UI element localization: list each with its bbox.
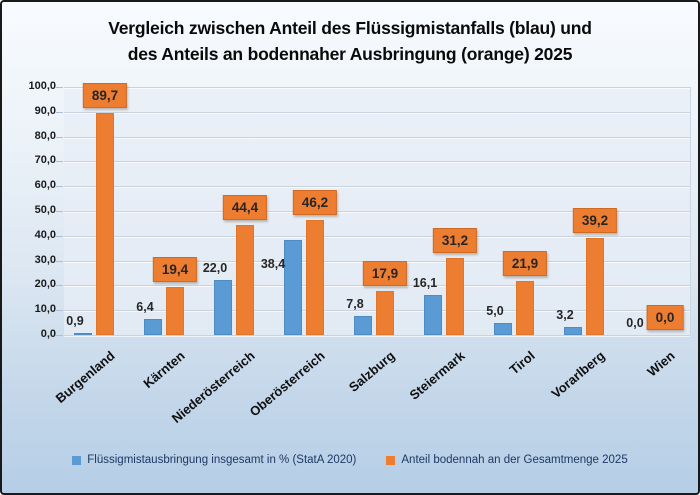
- y-axis-tick-label: 40,0: [34, 228, 56, 241]
- gridline: [64, 87, 690, 88]
- x-axis-category-label: Steiermark: [406, 348, 468, 403]
- blue-value-label: 7,8: [346, 296, 364, 311]
- y-axis-tick: [56, 335, 63, 336]
- blue-bar: [214, 280, 232, 335]
- gridline: [64, 235, 690, 237]
- orange-bar: [586, 237, 604, 335]
- orange-bar: [376, 290, 394, 335]
- orange-value-label: 31,2: [432, 227, 478, 253]
- gridline: [64, 211, 690, 212]
- blue-value-label: 6,4: [136, 300, 154, 315]
- gridline: [64, 136, 690, 138]
- orange-value-label: 46,2: [292, 190, 338, 216]
- legend-label-bodennah: Anteil bodennah an der Gesamtmenge 2025: [401, 454, 628, 466]
- y-axis-tick: [56, 186, 63, 188]
- y-axis-tick-label: 70,0: [34, 154, 56, 167]
- orange-value-label: 19,4: [152, 256, 198, 282]
- blue-bar: [74, 332, 92, 335]
- y-axis-tick-label: 30,0: [34, 253, 56, 266]
- legend-swatch-blue-icon: [72, 455, 82, 465]
- y-axis-tick-label: 100,0: [28, 80, 56, 92]
- x-axis-category-label: Kärnten: [140, 348, 188, 392]
- x-axis-category-label: Vorarlberg: [548, 348, 608, 402]
- orange-bar: [446, 257, 464, 335]
- gridline: [64, 111, 690, 113]
- x-axis-category-label: Wien: [644, 348, 678, 380]
- legend-swatch-orange-icon: [386, 455, 396, 465]
- y-axis-tick: [56, 235, 63, 237]
- blue-bar: [144, 319, 162, 335]
- y-axis-tick: [56, 87, 63, 88]
- orange-bar: [516, 280, 534, 335]
- blue-value-label: 22,0: [202, 261, 228, 276]
- blue-value-label: 38,4: [260, 256, 286, 271]
- chart-title-line1: Vergleich zwischen Anteil des Flüssigmis…: [108, 18, 592, 38]
- blue-value-label: 0,0: [626, 316, 644, 330]
- gridline: [64, 335, 690, 336]
- gridline: [64, 285, 690, 287]
- y-axis-tick-label: 10,0: [34, 303, 56, 316]
- legend-label-fluessigmist: Flüssigmistausbringung insgesamt in % (S…: [87, 454, 357, 466]
- y-axis-tick: [56, 211, 63, 212]
- legend-item-fluessigmist: Flüssigmistausbringung insgesamt in % (S…: [72, 454, 356, 466]
- blue-value-label: 16,1: [412, 276, 438, 291]
- y-axis-tick: [56, 161, 63, 163]
- orange-bar: [306, 220, 324, 335]
- legend: Flüssigmistausbringung insgesamt in % (S…: [2, 454, 698, 466]
- y-axis-tick-label: 0,0: [40, 328, 56, 340]
- y-axis-tick-label: 60,0: [34, 179, 56, 192]
- orange-value-label: 89,7: [82, 82, 128, 108]
- orange-value-label: 39,2: [572, 207, 618, 233]
- y-axis-tick: [56, 260, 63, 262]
- y-axis-tick-label: 90,0: [34, 104, 56, 117]
- y-axis-tick: [56, 136, 63, 138]
- blue-bar: [424, 295, 442, 335]
- blue-bar: [494, 322, 512, 335]
- gridline: [64, 186, 690, 188]
- orange-value-label: 17,9: [362, 260, 408, 286]
- orange-bar: [166, 286, 184, 335]
- orange-bar: [236, 224, 254, 335]
- x-axis-category-label: Niederösterreich: [168, 348, 258, 426]
- y-axis-tick: [56, 111, 63, 113]
- y-axis-tick: [56, 310, 63, 312]
- y-axis-tick: [56, 285, 63, 287]
- chart-title: Vergleich zwischen Anteil des Flüssigmis…: [2, 15, 698, 67]
- blue-bar: [564, 327, 582, 335]
- blue-bar: [284, 239, 302, 335]
- orange-bar: [96, 112, 114, 335]
- gridline: [64, 161, 690, 163]
- x-axis-category-label: Tirol: [506, 348, 538, 378]
- orange-value-label: 21,9: [502, 250, 548, 276]
- x-axis-category-label: Oberösterreich: [246, 348, 328, 420]
- orange-value-label: 0,0: [646, 305, 684, 330]
- y-axis-tick-label: 20,0: [34, 278, 56, 291]
- blue-bar: [354, 315, 372, 335]
- blue-value-label: 3,2: [556, 308, 574, 323]
- legend-item-bodennah: Anteil bodennah an der Gesamtmenge 2025: [386, 454, 628, 466]
- x-axis-category-label: Salzburg: [345, 348, 398, 395]
- blue-value-label: 5,0: [486, 303, 504, 318]
- y-axis-tick-label: 80,0: [34, 129, 56, 142]
- orange-value-label: 44,4: [222, 194, 268, 220]
- blue-value-label: 0,9: [66, 313, 84, 328]
- chart-title-line2: des Anteils an bodennaher Ausbringung (o…: [127, 44, 573, 64]
- y-axis-tick-label: 50,0: [34, 204, 56, 216]
